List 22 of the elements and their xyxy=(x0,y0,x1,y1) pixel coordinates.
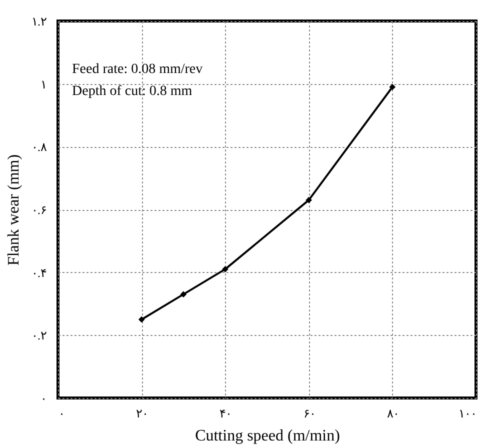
x-tick-label: ۰ xyxy=(58,406,64,420)
annotation: Feed rate: 0.08 mm/rev xyxy=(72,62,203,77)
x-tick-label: ۴۰ xyxy=(220,406,232,420)
y-tick-label: ۰ xyxy=(40,392,46,406)
point xyxy=(222,266,228,272)
y-tick-label: ۰.۶ xyxy=(32,203,46,217)
annotation: Depth of cut: 0.8 mm xyxy=(72,84,192,99)
x-tick-label: ۱۰۰ xyxy=(458,406,476,420)
y-tick-label: ۰.۸ xyxy=(32,140,48,154)
point xyxy=(306,196,312,204)
x-tick-label: ۶۰ xyxy=(303,406,316,420)
y-axis-title: Flank wear (mm) xyxy=(6,154,22,266)
y-tick-label: ۰.۴ xyxy=(32,266,46,280)
x-axis-title: Cutting speed (m/min) xyxy=(195,428,340,444)
y-tick-label: ۱.۲ xyxy=(32,14,46,28)
point xyxy=(180,291,187,298)
x-tick-label: ۸۰ xyxy=(386,406,399,420)
x-tick-label: ۲۰ xyxy=(136,406,148,420)
y-tick-label: ۰.۲ xyxy=(32,328,46,343)
point xyxy=(138,316,145,323)
y-tick-label: ۱ xyxy=(40,77,46,92)
point xyxy=(389,84,396,90)
